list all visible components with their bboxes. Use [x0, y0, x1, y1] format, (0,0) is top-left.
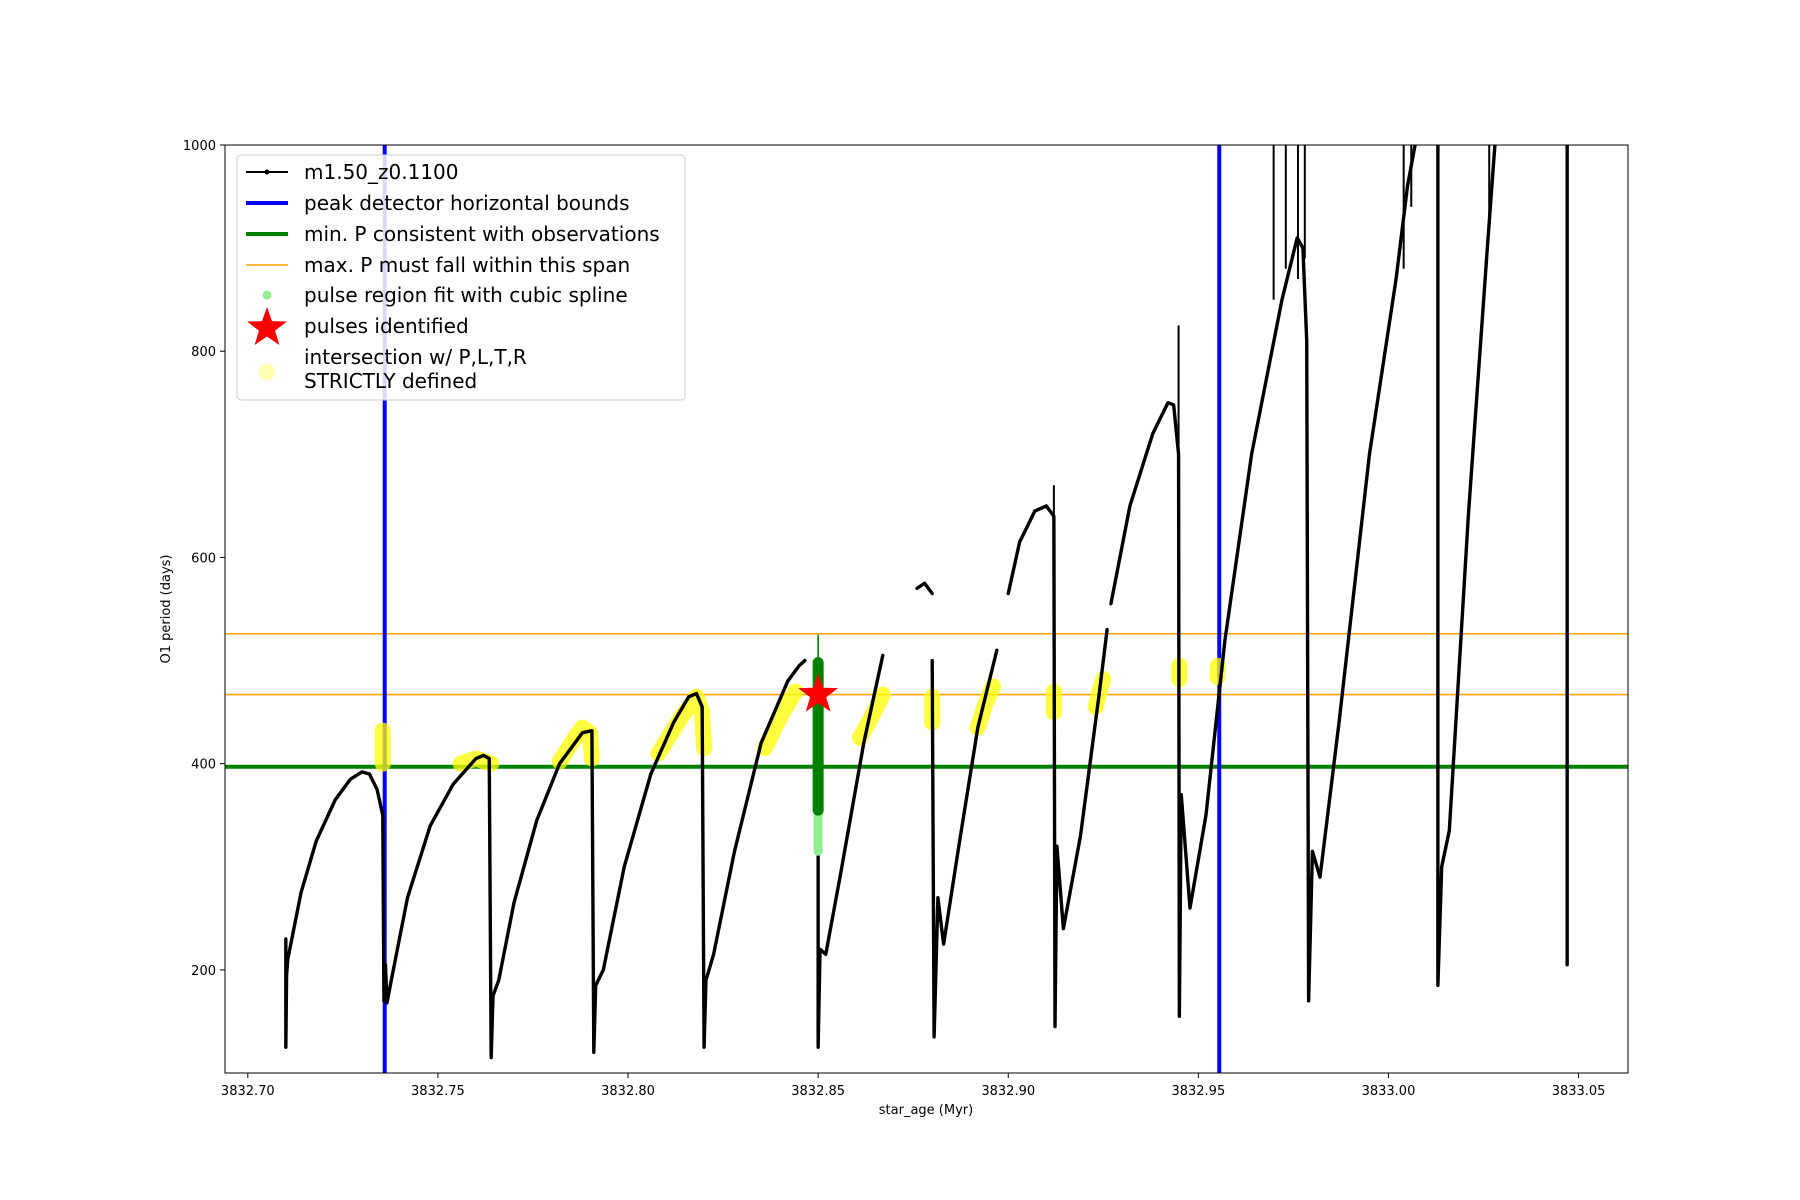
track-segment-2 [816, 653, 885, 1049]
x-tick-label-7: 3833.00 [1362, 1084, 1416, 1099]
legend-label-bounds: peak detector horizontal bounds [304, 191, 630, 215]
tick-layer: 3832.70 3832.75 3832.80 3832.85 3832.90 3832.… [183, 139, 1606, 1099]
x-tick-label-3: 3832.80 [601, 1084, 655, 1099]
x-tick-label-6: 3832.95 [1171, 1084, 1225, 1099]
pulse-star-1 [798, 673, 839, 712]
legend-label-min-p: min. P consistent with observations [304, 222, 660, 246]
x-tick-label-1: 3832.70 [221, 1084, 275, 1099]
x-tick-label-8: 3833.05 [1552, 1084, 1606, 1099]
y-tick-label-4: 800 [191, 345, 216, 360]
x-axis-label: star_age (Myr) [879, 1103, 973, 1118]
x-tick-label-5: 3832.90 [981, 1084, 1035, 1099]
intersection-region-5 [756, 683, 804, 757]
legend-handle-spline [262, 290, 272, 300]
track-segment-6 [1109, 145, 1417, 1018]
legend-label-spline: pulse region fit with cubic spline [304, 283, 628, 307]
track-segment-7 [1436, 145, 1497, 988]
legend-label-intersection: intersection w/ P,L,T,R STRICTLY defined [304, 345, 527, 393]
plot-frame [224, 144, 1629, 1074]
x-tick-label-2: 3832.75 [411, 1084, 465, 1099]
data-layer [225, 145, 1628, 1073]
legend-label-max-p: max. P must fall within this span [304, 253, 630, 277]
legend-box [236, 154, 686, 401]
track-segment-1 [284, 658, 807, 1060]
y-tick-label-3: 600 [191, 551, 216, 566]
legend-label-track: m1.50_z0.1100 [304, 160, 459, 184]
legend-handle-pulse [247, 307, 287, 345]
intersection-region-6 [851, 686, 891, 746]
track-segment-3 [930, 648, 999, 1039]
legend-label-pulses: pulses identified [304, 314, 469, 338]
y-tick-label-2: 400 [191, 758, 216, 773]
track-segment-4 [915, 581, 934, 596]
x-tick-label-4: 3832.85 [791, 1084, 845, 1099]
track-segment-5 [1006, 504, 1109, 1029]
y-tick-label-1: 200 [191, 964, 216, 979]
intersection-region-12 [1209, 657, 1227, 686]
y-tick-label-5: 1000 [183, 139, 216, 154]
y-axis-label: O1 period (days) [159, 554, 174, 663]
legend-handle-intersection [259, 364, 275, 380]
legend-handle-track-marker [264, 169, 270, 175]
